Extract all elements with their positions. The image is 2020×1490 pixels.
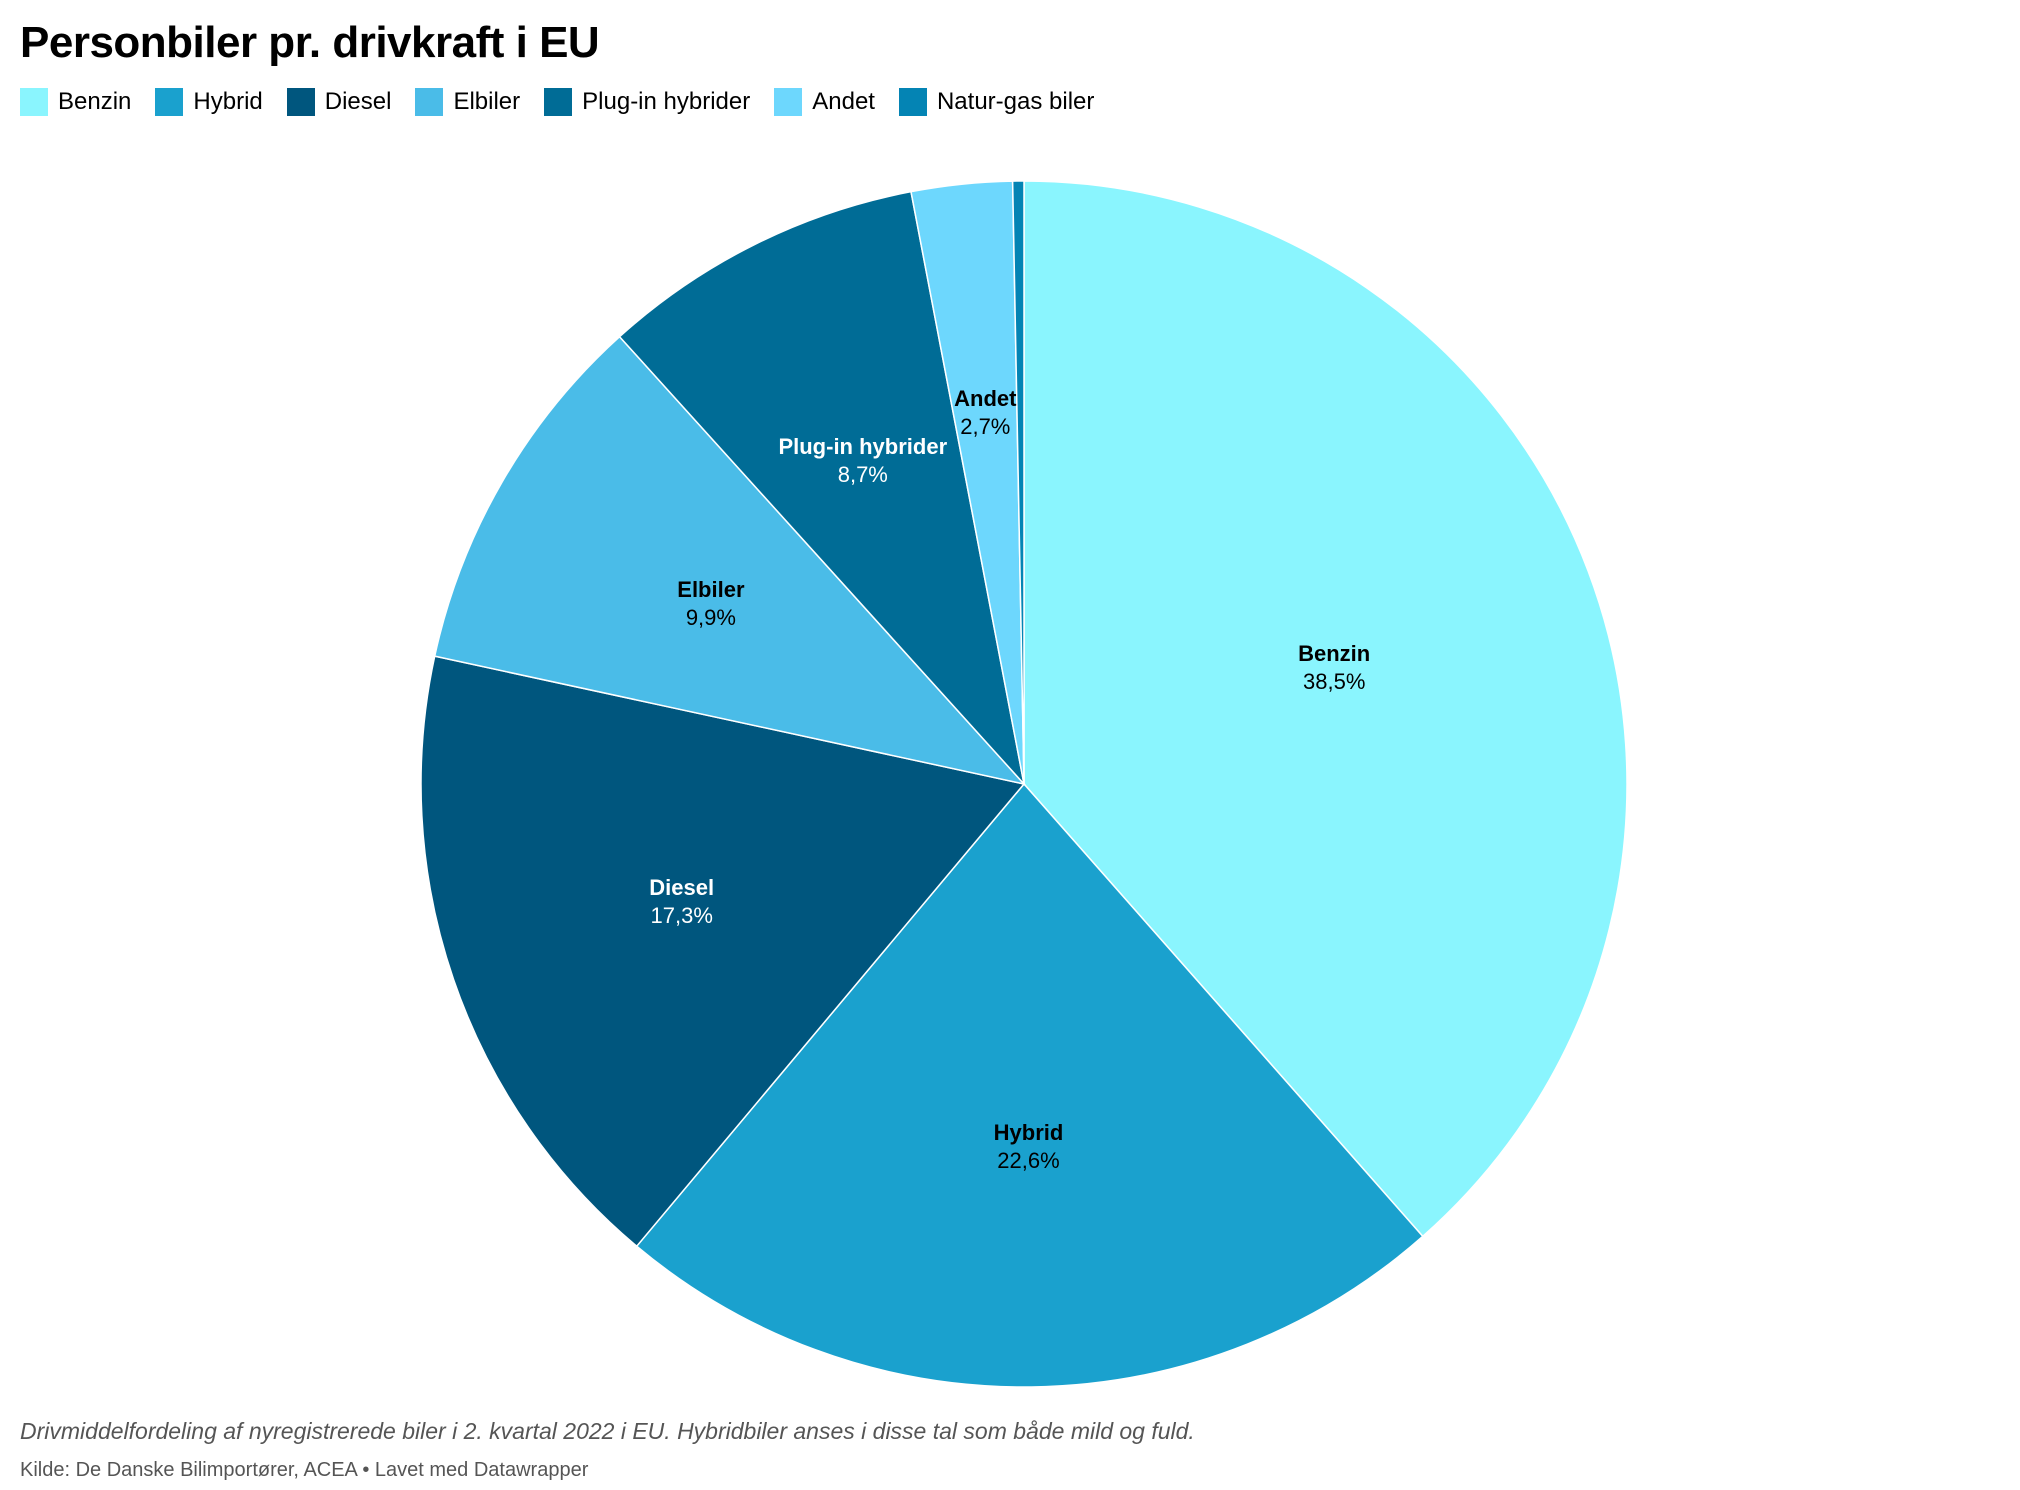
slice-value-diesel: 17,3% (651, 903, 713, 928)
legend-swatch-diesel (286, 88, 315, 116)
pie-slice-benzin (1023, 180, 1628, 1238)
legend-label-diesel: Diesel (324, 88, 392, 115)
legend-label-andet: Andet (812, 88, 875, 115)
slice-value-plug-in-hybrider: 8,7% (838, 462, 888, 487)
pie-slice-plug-in-hybrider (618, 190, 1026, 787)
legend-item-hybrid: Hybrid (155, 88, 263, 116)
slice-name-diesel: Diesel (649, 875, 714, 900)
legend-item-elbiler: Elbiler (415, 88, 520, 116)
slice-value-benzin: 38,5% (1303, 669, 1365, 694)
legend-swatch-hybrid (155, 88, 184, 116)
footer: Drivmiddelfordeling af nyregistrerede bi… (20, 1418, 1195, 1482)
legend-swatch-plug-in-hybrider (544, 88, 573, 116)
slice-name-hybrid: Hybrid (994, 1120, 1064, 1145)
legend: Benzin Hybrid Diesel Elbiler Plug-in hybride… (20, 88, 1118, 116)
chart-title: Personbiler pr. drivkraft i EU (20, 18, 600, 67)
legend-label-elbiler: Elbiler (453, 88, 521, 115)
legend-swatch-andet (774, 88, 803, 116)
chart-notes: Drivmiddelfordeling af nyregistrerede bi… (20, 1418, 1195, 1444)
legend-label-hybrid: Hybrid (193, 88, 263, 115)
pie-chart: Benzin 38,5% Hybrid 22,6% Diesel 17,3% Elbiler… (420, 180, 1628, 1388)
slice-value-andet: 2,7% (960, 414, 1010, 439)
legend-item-andet: Andet (774, 88, 875, 116)
legend-swatch-elbiler (415, 88, 444, 116)
legend-item-natur-gas-biler: Natur-gas biler (898, 88, 1095, 116)
legend-swatch-benzin (20, 88, 48, 116)
pie-slice-natur-gas-biler (1011, 180, 1025, 785)
legend-item-benzin: Benzin (20, 88, 131, 116)
slice-value-hybrid: 22,6% (997, 1148, 1059, 1173)
slice-name-andet: Andet (954, 386, 1017, 411)
chart-source: Kilde: De Danske Bilimportører, ACEA • L… (20, 1459, 589, 1481)
slice-name-benzin: Benzin (1298, 641, 1370, 666)
slice-name-elbiler: Elbiler (677, 577, 745, 602)
legend-item-diesel: Diesel (286, 88, 392, 116)
legend-label-benzin: Benzin (58, 88, 132, 115)
legend-label-natur-gas-biler: Natur-gas biler (936, 88, 1095, 115)
legend-swatch-natur-gas-biler (898, 88, 927, 116)
slice-value-elbiler: 9,9% (686, 605, 736, 630)
pie-slice-diesel (420, 655, 1026, 1248)
slice-name-plug-in-hybrider: Plug-in hybrider (778, 434, 947, 459)
legend-item-plug-in-hybrider: Plug-in hybrider (544, 88, 750, 116)
pie-slice-hybrid (635, 782, 1424, 1388)
pie-slice-elbiler (433, 335, 1027, 786)
legend-label-plug-in-hybrider: Plug-in hybrider (582, 88, 751, 115)
